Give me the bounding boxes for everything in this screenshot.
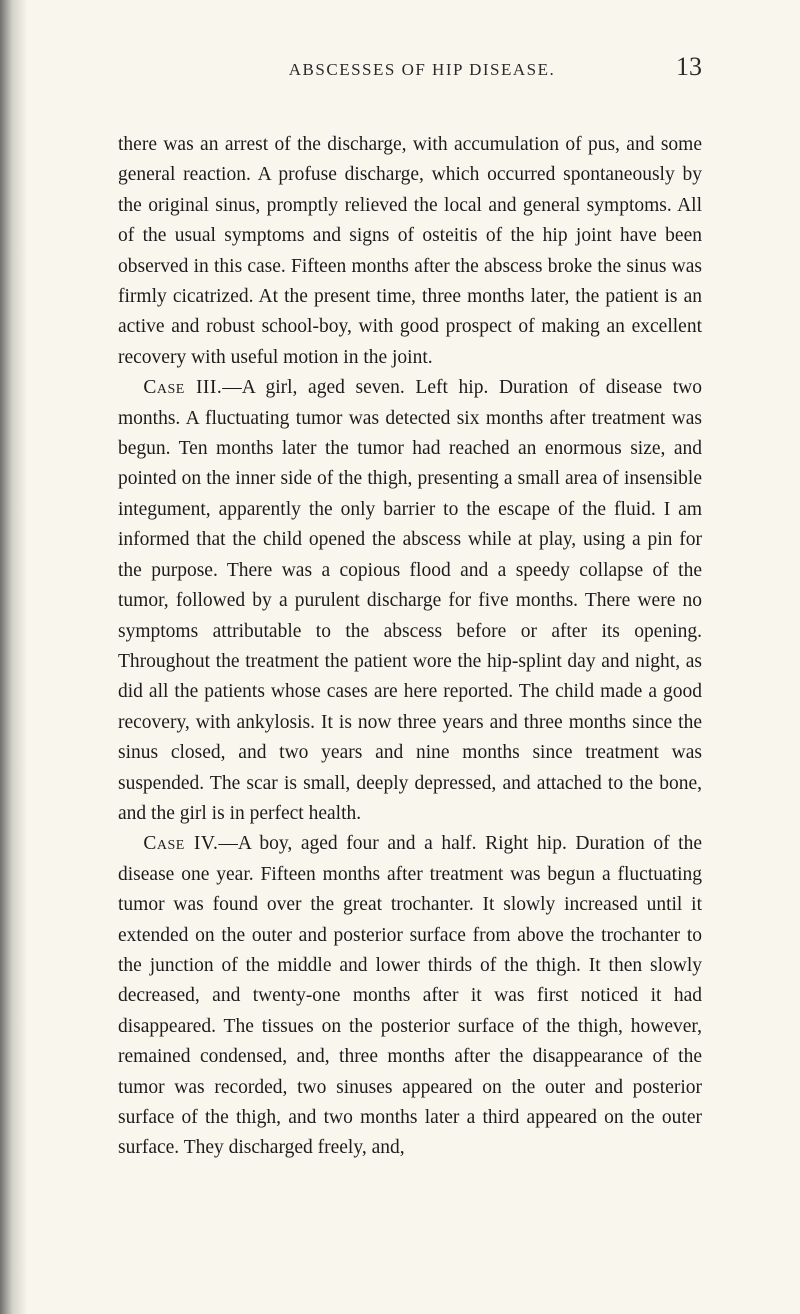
body-text: there was an arrest of the discharge, wi… (118, 130, 702, 1164)
page-number: 13 (676, 52, 702, 82)
running-head: ABSCESSES OF HIP DISEASE. (168, 60, 676, 80)
paragraph-2: Case III.—A girl, aged seven. Left hip. … (118, 373, 702, 829)
paragraph-3-body: —A boy, aged four and a half. Right hip.… (118, 833, 702, 1158)
page-binding-shadow (0, 0, 28, 1314)
case-label-3: Case III. (143, 377, 222, 398)
case-label-4: Case IV. (143, 833, 218, 854)
page-header: ABSCESSES OF HIP DISEASE. 13 (118, 52, 702, 82)
page-content: ABSCESSES OF HIP DISEASE. 13 there was a… (0, 0, 800, 1224)
paragraph-1: there was an arrest of the discharge, wi… (118, 130, 702, 373)
paragraph-2-body: —A girl, aged seven. Left hip. Duration … (118, 377, 702, 824)
paragraph-3: Case IV.—A boy, aged four and a half. Ri… (118, 829, 702, 1163)
